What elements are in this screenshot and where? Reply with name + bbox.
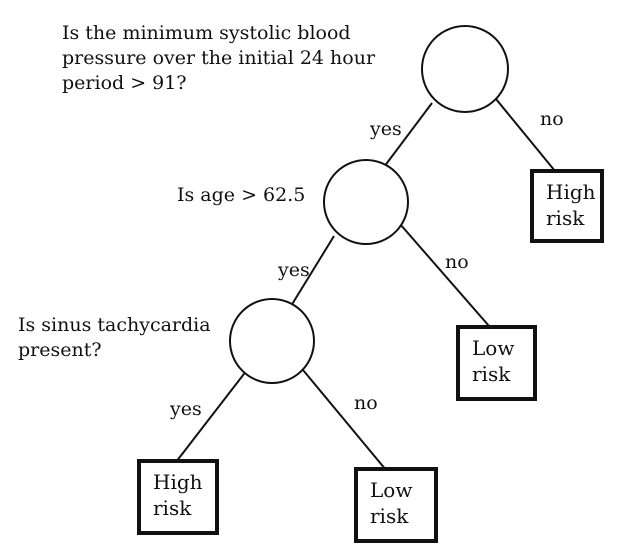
edge-q2-q3 — [290, 235, 335, 307]
edge-label-q3-no: no — [354, 392, 378, 414]
decision-node-2 — [323, 159, 409, 245]
decision-node-1 — [421, 25, 509, 113]
question-2-text: Is age > 62.5 — [177, 184, 306, 206]
edge-q3-leaf4 — [302, 369, 387, 471]
edge-label-q1-no: no — [540, 108, 564, 130]
leaf-low-risk-1: Low risk — [456, 325, 537, 401]
edge-q1-leaf1 — [495, 98, 556, 172]
edge-q1-q2 — [383, 102, 433, 168]
edge-label-q3-yes: yes — [170, 398, 202, 420]
edge-q2-leaf2 — [399, 223, 490, 327]
leaf-high-risk-2: High risk — [137, 459, 219, 535]
decision-node-3 — [229, 298, 315, 384]
question-1-text: Is the minimum systolic blood pressure o… — [62, 22, 376, 94]
edge-label-q1-yes: yes — [370, 118, 402, 140]
edge-label-q2-no: no — [445, 251, 469, 273]
leaf-low-risk-2: Low risk — [354, 467, 438, 543]
edge-q3-leaf3 — [175, 369, 248, 463]
edge-label-q2-yes: yes — [278, 259, 310, 281]
leaf-high-risk-1: High risk — [530, 169, 604, 243]
question-3-text: Is sinus tachycardia present? — [18, 314, 211, 361]
